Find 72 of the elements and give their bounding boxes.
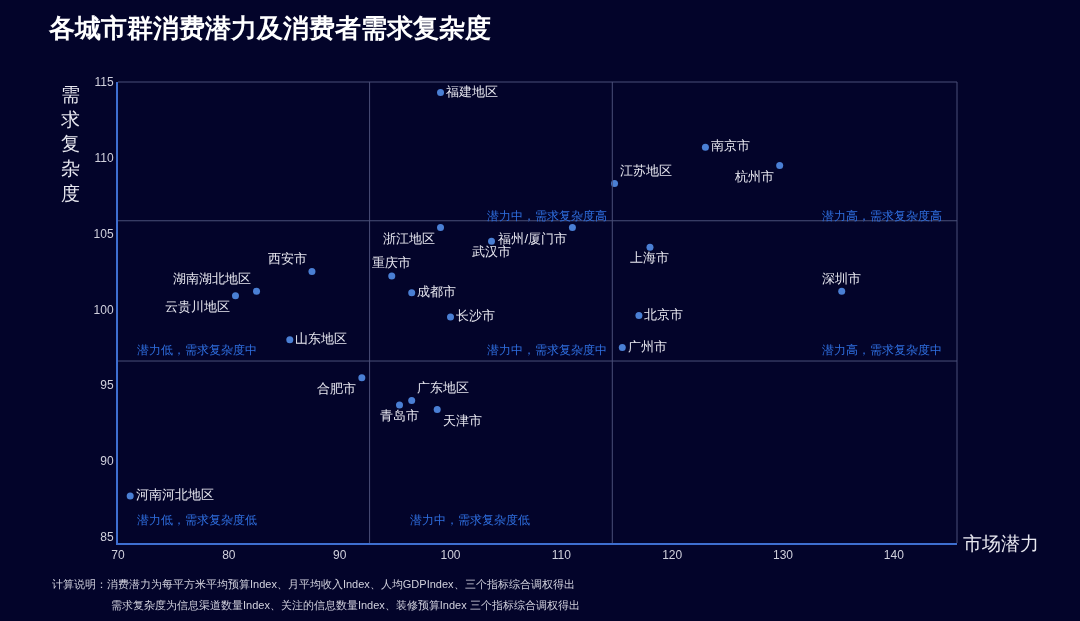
series-label: 浙江地区 [383,230,436,246]
series-label: 青岛市 [380,408,420,424]
series-label: 长沙市 [455,308,495,324]
annotation: 潜力高，需求复杂度高 [822,209,942,223]
series-label: 重庆市 [372,255,412,271]
series-label: 山东地区 [295,331,348,347]
x-tick-label: 80 [222,548,236,563]
point [447,313,454,321]
point [126,492,134,500]
point [646,243,654,251]
series-label: 西安市 [267,250,307,266]
series-label: 云贵川地区 [165,298,231,314]
point [396,401,404,409]
point [701,143,709,151]
series-label: 广州市 [627,338,667,354]
series-label: 深圳市 [822,270,862,286]
series-label: 武汉市 [472,244,511,260]
annotation: 潜力中，需求复杂度中 [487,343,607,357]
y-tick-label: 100 [93,302,114,317]
series-label: 湖南湖北地区 [173,270,252,286]
annotation: 潜力中，需求复杂度低 [410,513,530,527]
point [776,161,784,169]
x-tick-label: 100 [440,548,461,563]
point [308,268,316,276]
point [408,289,416,297]
annotation: 潜力高，需求复杂度中 [822,343,942,357]
annotation: 潜力低，需求复杂度低 [137,513,257,527]
point [568,224,576,232]
y-tick-label: 115 [94,75,114,90]
x-tick-label: 140 [883,548,905,563]
point [253,287,261,295]
series-label: 河南河北地区 [135,487,214,503]
x-tick-label: 120 [662,548,683,563]
series-label: 福建地区 [445,83,498,99]
series-label: 天津市 [442,412,482,428]
x-axis-title: 市场潜力 [963,533,1039,554]
x-tick-label: 90 [332,548,347,563]
series-label: 福州/厦门市 [498,230,568,246]
text: 计算说明：消费潜力为每平方米平均预算Index、月平均收入Index、人均GDPIndex、三个指标综合调权得出 [52,578,575,590]
y-tick-label: 105 [93,226,114,241]
y-tick-label: 90 [100,454,114,469]
point [635,312,643,320]
y-tick-label: 110 [94,151,114,166]
point [286,336,294,344]
series-label: 江苏地区 [619,162,672,178]
point [358,374,366,382]
series-label: 北京市 [644,306,684,322]
series-label: 南京市 [710,138,750,154]
series-label: 成都市 [417,284,457,300]
point [433,406,441,414]
point [408,396,416,404]
text: 需求复杂度为信息渠道数量Index、关注的信息数量Index、装修预算Index 三个指标综合调权得出 [111,599,580,611]
series-label: 合肥市 [317,380,357,396]
series-label: 杭州市 [734,168,775,184]
point [838,287,846,295]
chart-title: 各城市群消费潜力及消费者需求复杂度 [47,12,491,43]
y-axis-title: 需求复杂度 [61,84,80,204]
point [388,272,396,280]
point [488,237,495,245]
point [437,224,445,232]
series-label: 广东地区 [417,379,470,395]
point [231,292,239,300]
x-tick-label: 70 [111,548,125,563]
point [618,343,626,351]
series-label: 上海市 [630,250,670,266]
annotation: 潜力中，需求复杂度高 [487,209,607,223]
y-tick-label: 85 [100,530,114,545]
x-tick-label: 130 [772,548,794,563]
x-tick-label: 110 [551,548,572,563]
y-tick-label: 95 [100,378,114,393]
point [437,89,445,97]
annotation: 潜力低，需求复杂度中 [137,343,257,357]
